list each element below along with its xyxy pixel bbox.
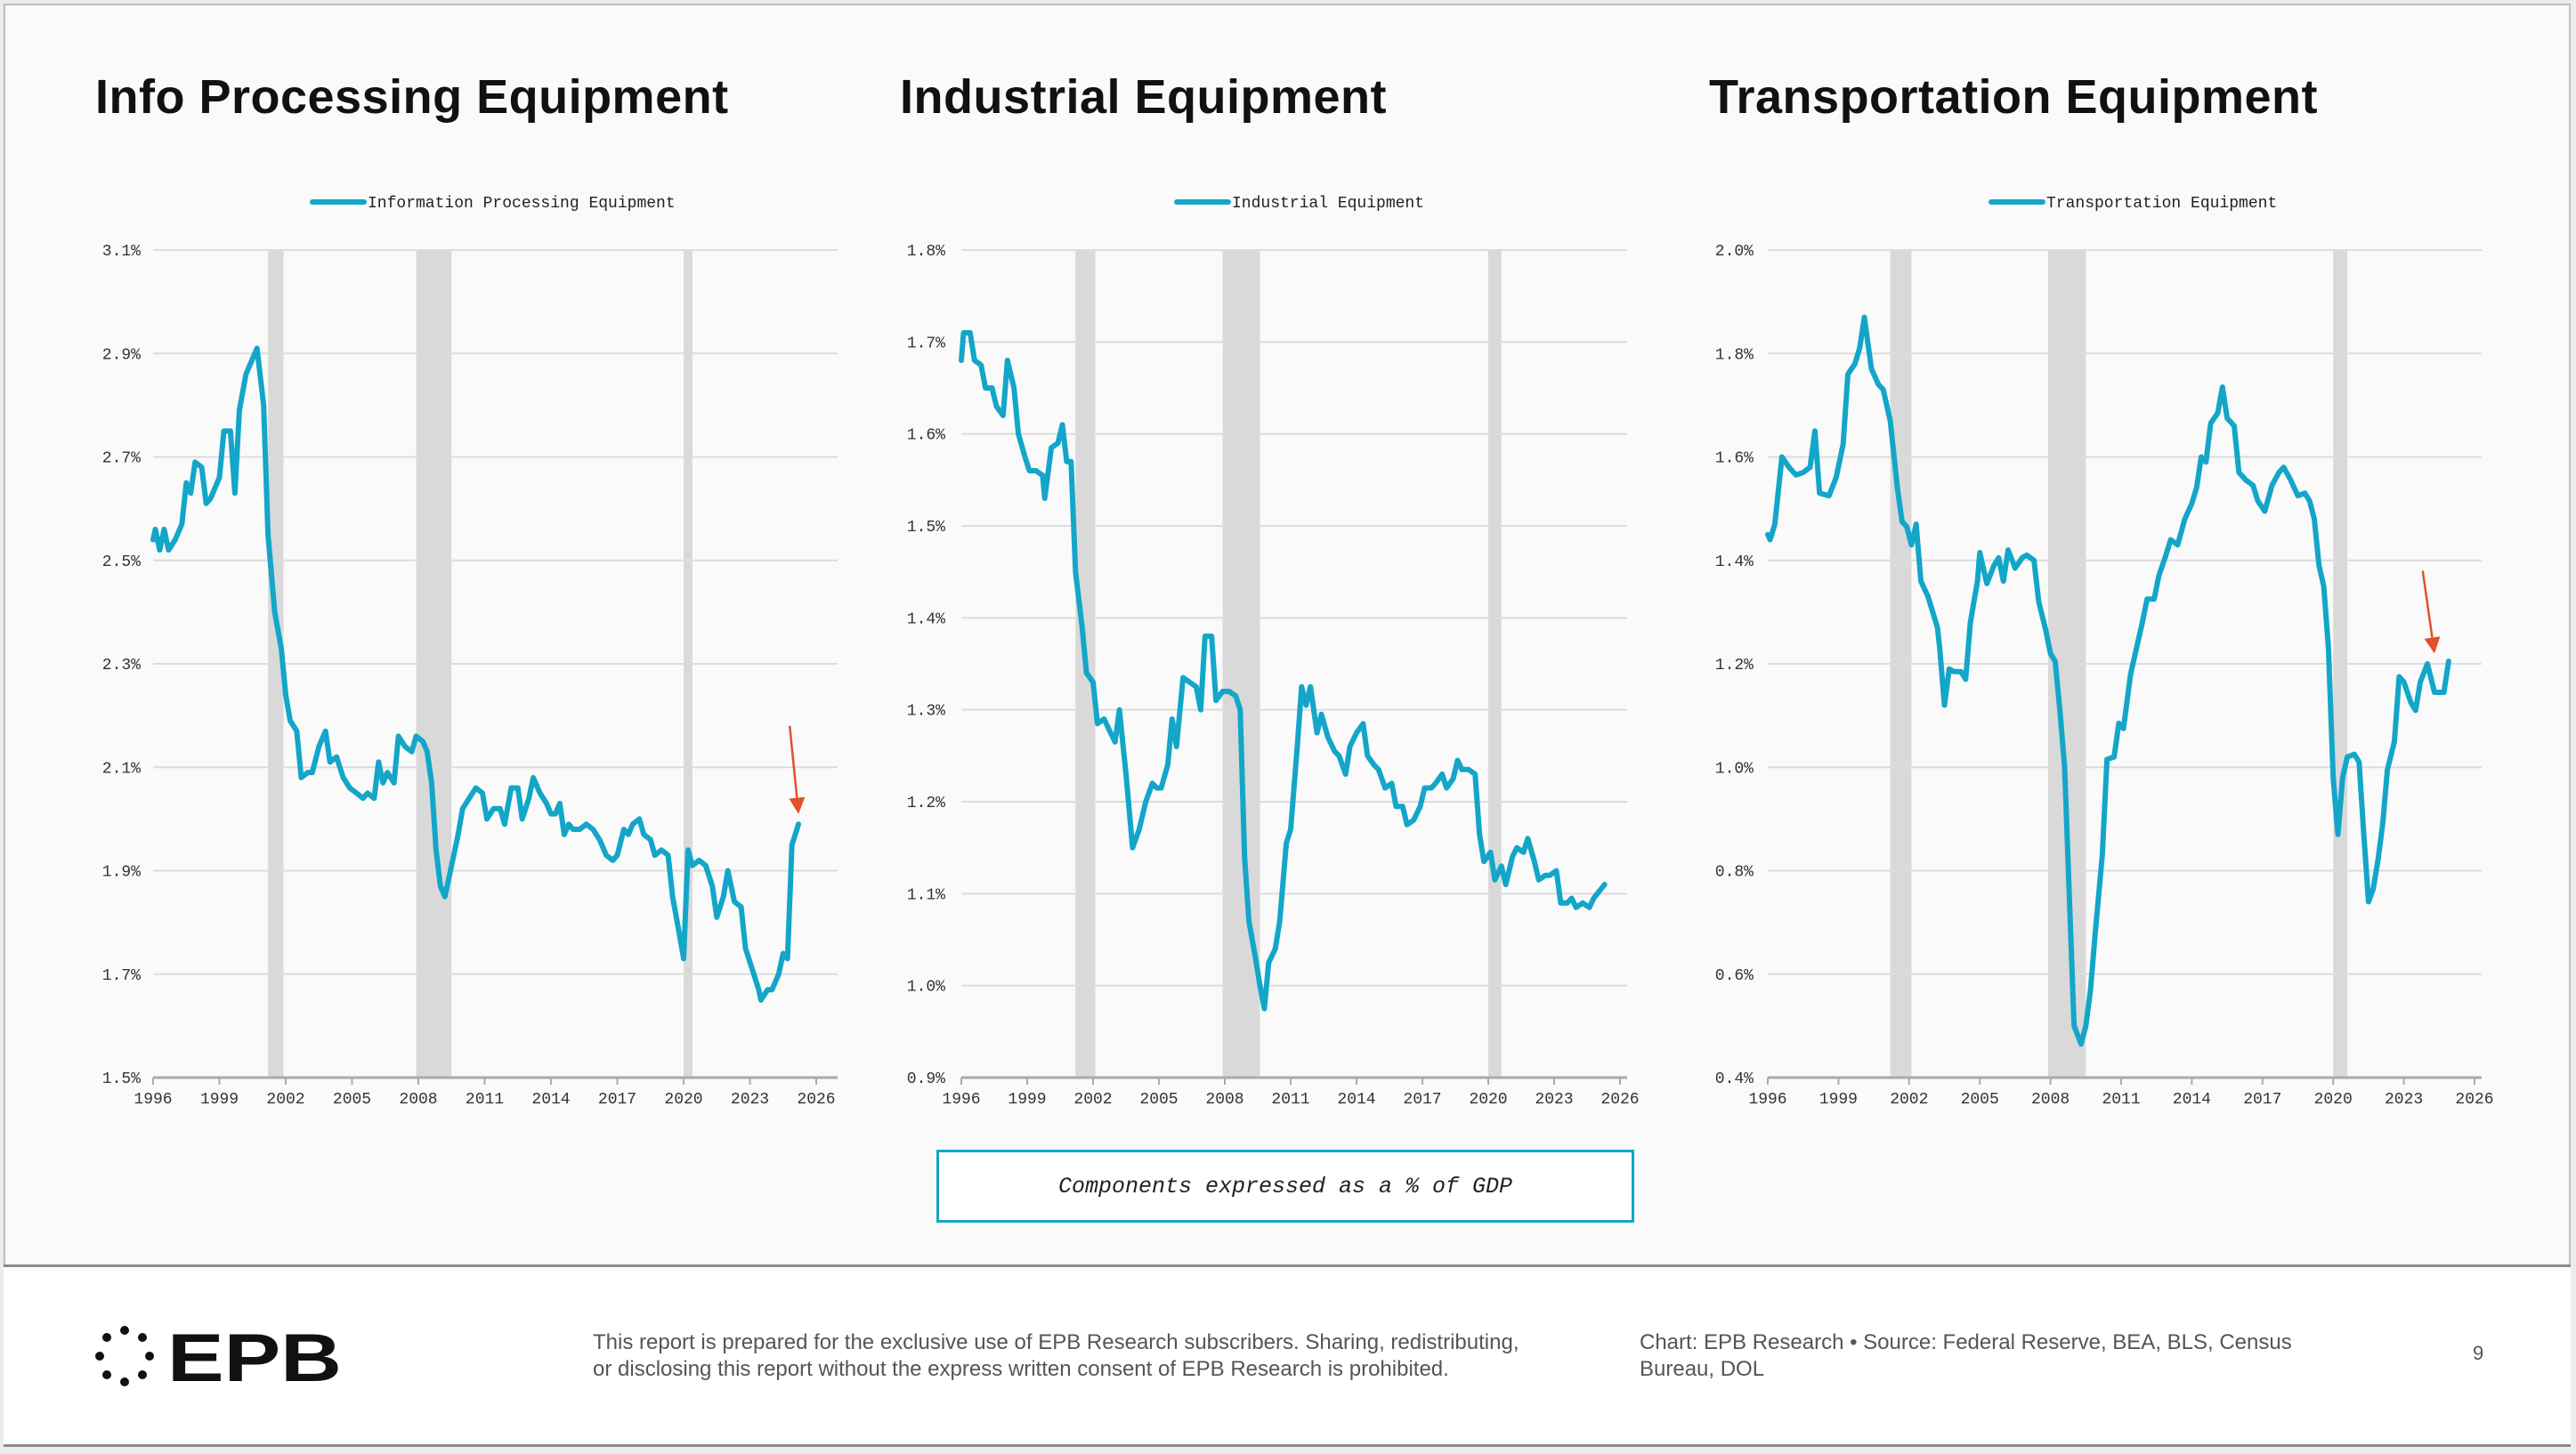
y-tick-label: 2.0% [1715,243,1754,261]
logo-ring-icon [95,1326,154,1386]
logo-text: EPB [167,1324,342,1388]
note-box: Components expressed as a % of GDP [936,1150,1634,1223]
x-tick-label: 1999 [200,1091,239,1109]
y-tick-label: 1.9% [102,864,141,882]
x-tick-label: 1999 [1008,1091,1046,1109]
y-tick-label: 0.4% [1715,1070,1754,1088]
x-tick-label: 2020 [1469,1091,1507,1109]
source-line: Bureau, DOL [1640,1357,1765,1381]
y-tick-label: 1.7% [907,335,945,352]
y-tick-label: 3.1% [102,243,141,261]
x-tick-label: 2023 [2385,1091,2423,1109]
annotation-arrow [788,725,798,798]
disclaimer-line: or disclosing this report without the ex… [593,1357,1449,1381]
annotation-arrow [2421,570,2434,638]
source-line: Chart: EPB Research • Source: Federal Re… [1640,1330,2292,1354]
source-note: Chart: EPB Research • Source: Federal Re… [1640,1329,2334,1383]
y-tick-label: 1.5% [907,519,945,537]
disclaimer: This report is prepared for the exclusiv… [593,1329,1590,1383]
y-tick-label: 1.3% [907,703,945,721]
y-tick-label: 1.0% [907,979,945,997]
x-tick-label: 2005 [333,1091,371,1109]
y-tick-label: 1.7% [102,967,141,985]
y-tick-label: 1.1% [907,886,945,904]
y-tick-label: 1.2% [1715,657,1754,674]
y-tick-label: 2.3% [102,657,141,674]
chart-title-info-processing: Info Processing Equipment [95,70,729,124]
x-tick-label: 2011 [2102,1091,2140,1109]
series-line [959,330,1608,1012]
x-tick-label: 2017 [1403,1091,1441,1109]
x-tick-label: 2020 [2314,1091,2353,1109]
series-line [150,345,802,1003]
y-tick-label: 1.0% [1715,760,1754,778]
x-tick-label: 2002 [1890,1091,1928,1109]
y-tick-label: 0.8% [1715,864,1754,882]
x-tick-label: 2023 [1535,1091,1573,1109]
y-tick-label: 0.9% [907,1070,945,1088]
x-tick-label: 2005 [1961,1091,1999,1109]
arrow-head-icon [2424,636,2441,654]
legend-label: Information Processing Equipment [368,195,676,213]
footer [4,1264,2571,1447]
x-tick-label: 2011 [466,1091,504,1109]
y-tick-label: 2.7% [102,450,141,468]
y-tick-label: 1.8% [907,243,945,261]
x-tick-label: 2026 [1600,1091,1639,1109]
x-tick-label: 2014 [531,1091,570,1109]
chart-2: 0.9% 1.0% 1.1% 1.2% 1.3% 1.4% 1.5% 1.6% 1.7% 1.8%… [907,195,1640,1109]
y-tick-label: 0.6% [1715,967,1754,985]
legend-label: Transportation Equipment [2046,195,2277,213]
x-tick-label: 2026 [797,1091,835,1109]
x-tick-label: 1996 [134,1091,172,1109]
y-tick-label: 2.9% [102,346,141,364]
x-tick-label: 2008 [1205,1091,1243,1109]
y-tick-label: 1.6% [907,427,945,445]
x-tick-label: 2002 [266,1091,304,1109]
series-line [1765,314,2451,1047]
x-tick-label: 1996 [942,1091,980,1109]
x-tick-label: 1999 [1819,1091,1858,1109]
x-tick-label: 2014 [2173,1091,2211,1109]
x-tick-label: 2011 [1271,1091,1309,1109]
x-tick-label: 2020 [664,1091,702,1109]
disclaimer-line: This report is prepared for the exclusiv… [593,1330,1519,1354]
x-tick-label: 2008 [2031,1091,2070,1109]
x-tick-label: 2017 [598,1091,636,1109]
chart-title-transportation: Transportation Equipment [1709,70,2319,124]
y-tick-label: 1.8% [1715,346,1754,364]
y-tick-label: 2.5% [102,553,141,571]
x-tick-label: 2017 [2243,1091,2281,1109]
x-tick-label: 2008 [399,1091,437,1109]
note-text: Components expressed as a % of GDP [1057,1173,1513,1200]
x-tick-label: 2002 [1073,1091,1112,1109]
x-tick-label: 1996 [1748,1091,1786,1109]
y-tick-label: 2.1% [102,760,141,778]
y-tick-label: 1.2% [907,795,945,812]
recession-band [1488,250,1502,1078]
legend-label: Industrial Equipment [1232,195,1424,213]
chart-3: 0.4% 0.6% 0.8% 1.0% 1.2% 1.4% 1.6% 1.8% 2.0% 1996… [1715,195,2494,1109]
y-tick-label: 1.4% [1715,553,1754,571]
arrow-head-icon [789,796,806,814]
page-number: 9 [2473,1342,2484,1364]
y-tick-label: 1.5% [102,1070,141,1088]
chart-title-industrial: Industrial Equipment [900,70,1388,124]
x-tick-label: 2014 [1337,1091,1375,1109]
y-tick-label: 1.4% [907,610,945,628]
chart-1: 1.5% 1.7% 1.9% 2.1% 2.3% 2.5% 2.7% 2.9% 3.1% 1996… [102,195,838,1109]
y-tick-label: 1.6% [1715,450,1754,468]
x-tick-label: 2023 [731,1091,769,1109]
x-tick-label: 2005 [1139,1091,1178,1109]
epb-logo: EPB [95,1324,342,1388]
x-tick-label: 2026 [2455,1091,2493,1109]
